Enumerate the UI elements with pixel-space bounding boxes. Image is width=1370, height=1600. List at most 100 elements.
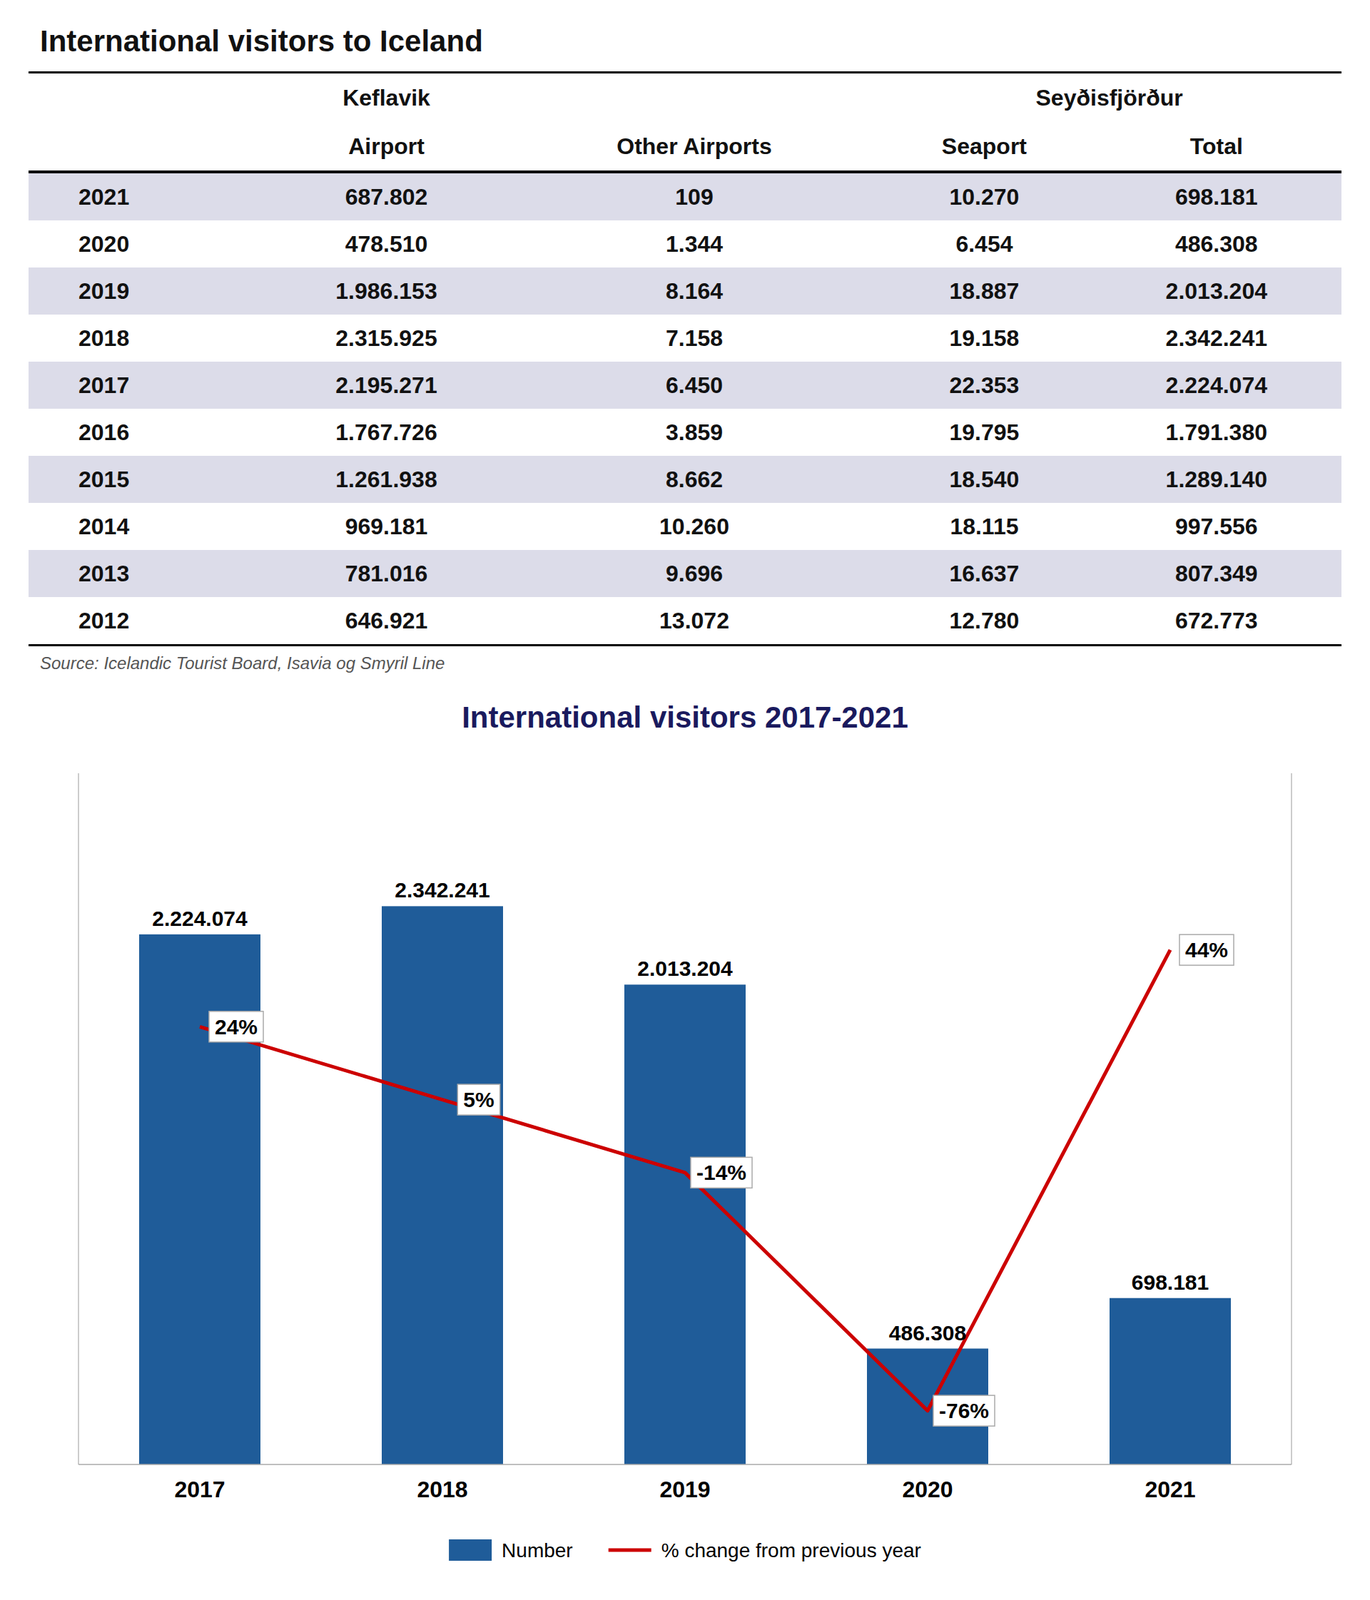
bar-value-label: 486.308 <box>889 1321 967 1346</box>
value-cell: 1.261.938 <box>261 455 511 504</box>
table-source: Source: Icelandic Tourist Board, Isavia … <box>28 646 1342 681</box>
label-box <box>457 1084 500 1116</box>
data-table: International visitors to IcelandKeflavi… <box>28 17 1342 647</box>
table-title: International visitors to Iceland <box>28 17 1342 74</box>
table-head: Keflavik SeyðisfjörðurAirportOther Airpor… <box>28 73 1342 172</box>
label-box <box>690 1157 753 1189</box>
table-row: 20172.195.2716.45022.3532.224.074 <box>28 361 1342 409</box>
table-body: 2021687.80210910.270698.1812020478.5101.… <box>28 171 1342 646</box>
bar <box>381 906 504 1465</box>
year-cell: 2018 <box>28 314 262 362</box>
value-cell: 478.510 <box>261 220 511 268</box>
table-row: 2013781.0169.69616.637807.349 <box>28 550 1342 598</box>
table-row: 2021687.80210910.270698.181 <box>28 171 1342 221</box>
legend-swatch <box>448 1539 492 1562</box>
year-cell: 2013 <box>28 550 262 598</box>
chart-svg: International visitors 2017-2021 2.224.07… <box>0 680 1370 1587</box>
value-cell: 969.181 <box>261 503 511 551</box>
line-value-label: -76% <box>939 1399 989 1423</box>
value-cell: 16.637 <box>876 550 1092 598</box>
value-cell: 2.315.925 <box>261 314 511 362</box>
value-cell: 109 <box>511 171 878 221</box>
group-header <box>511 73 878 123</box>
year-cell: 2021 <box>28 171 262 221</box>
value-cell: 781.016 <box>261 550 511 598</box>
value-cell: 807.349 <box>1091 550 1342 598</box>
column-header: Airport <box>261 122 511 172</box>
line <box>199 950 1171 1412</box>
legend-label: Number <box>501 1539 573 1562</box>
year-cell: 2015 <box>28 455 262 504</box>
column-header: Total <box>1091 122 1342 172</box>
value-cell: 10.260 <box>511 503 878 551</box>
bar <box>624 984 746 1465</box>
legend-swatch <box>608 1549 652 1553</box>
value-cell: 1.767.726 <box>261 408 511 456</box>
y2-axis-line <box>1290 773 1293 1465</box>
year-cell: 2019 <box>28 267 262 315</box>
line-value-label: 5% <box>463 1088 494 1112</box>
line-value-label-box: -14% <box>690 1157 753 1189</box>
group-header-row: Keflavik Seyðisfjörður <box>28 73 1342 123</box>
bar <box>1109 1298 1231 1465</box>
value-cell: 19.158 <box>876 314 1092 362</box>
column-header-row: AirportOther AirportsSeaportTotal <box>28 122 1342 172</box>
value-cell: 1.986.153 <box>261 267 511 315</box>
plot-labels: 2.224.0742.342.2412.013.204486.308698.18… <box>151 878 1234 1427</box>
value-cell: 687.802 <box>261 171 511 221</box>
value-cell: 7.158 <box>511 314 878 362</box>
line-value-label: -14% <box>696 1160 747 1185</box>
value-cell: 19.795 <box>876 408 1092 456</box>
value-cell: 2.195.271 <box>261 361 511 409</box>
label-box <box>209 1011 264 1043</box>
x-tick-label: 2021 <box>1144 1477 1196 1503</box>
line-value-label: 44% <box>1185 938 1229 962</box>
y-axis-line <box>77 773 80 1465</box>
table-row: 20182.315.9257.15819.1582.342.241 <box>28 314 1342 362</box>
group-header: Keflavik <box>261 73 511 123</box>
value-cell: 672.773 <box>1091 597 1342 646</box>
table-row: 2014969.18110.26018.115997.556 <box>28 503 1342 551</box>
line-value-label-box: -76% <box>933 1395 995 1427</box>
chart-section: International visitors 2017-2021 2.224.07… <box>0 680 1370 1590</box>
value-cell: 1.791.380 <box>1091 408 1342 456</box>
table-row: 2020478.5101.3446.454486.308 <box>28 220 1342 268</box>
value-cell: 18.540 <box>876 455 1092 504</box>
value-cell: 1.344 <box>511 220 878 268</box>
legend-label: % change from previous year <box>661 1539 922 1562</box>
column-header: Seaport <box>876 122 1092 172</box>
group-header: Seyðisfjörður <box>876 73 1342 123</box>
year-cell: 2014 <box>28 503 262 551</box>
year-cell: 2016 <box>28 408 262 456</box>
value-cell: 997.556 <box>1091 503 1342 551</box>
bar-value-label: 2.224.074 <box>151 906 248 931</box>
table-section: International visitors to IcelandKeflavi… <box>0 0 1370 681</box>
line-value-label: 24% <box>214 1015 258 1039</box>
value-cell: 2.224.074 <box>1091 361 1342 409</box>
value-cell: 486.308 <box>1091 220 1342 268</box>
value-cell: 13.072 <box>511 597 878 646</box>
table-row: 20191.986.1538.16418.8872.013.204 <box>28 267 1342 315</box>
line-value-label-box: 44% <box>1179 934 1234 966</box>
bar-value-label: 2.342.241 <box>394 878 490 902</box>
value-cell: 1.289.140 <box>1091 455 1342 504</box>
value-cell: 12.780 <box>876 597 1092 646</box>
value-cell: 9.696 <box>511 550 878 598</box>
group-header <box>28 73 262 123</box>
label-box <box>933 1395 995 1427</box>
value-cell: 2.013.204 <box>1091 267 1342 315</box>
value-cell: 646.921 <box>261 597 511 646</box>
value-cell: 698.181 <box>1091 171 1342 221</box>
value-cell: 6.450 <box>511 361 878 409</box>
x-tick-label: 2018 <box>416 1477 468 1503</box>
line-value-label-box: 24% <box>209 1011 264 1043</box>
value-cell: 8.662 <box>511 455 878 504</box>
x-tick-label: 2020 <box>901 1477 953 1503</box>
column-header <box>28 122 262 172</box>
value-cell: 8.164 <box>511 267 878 315</box>
table-row: 20151.261.9388.66218.5401.289.140 <box>28 455 1342 504</box>
chart-title: International visitors 2017-2021 <box>461 700 909 735</box>
legend: Number % change from previous year <box>448 1539 922 1562</box>
x-tick-label: 2019 <box>659 1477 710 1503</box>
bar-value-label: 2.013.204 <box>637 956 733 981</box>
